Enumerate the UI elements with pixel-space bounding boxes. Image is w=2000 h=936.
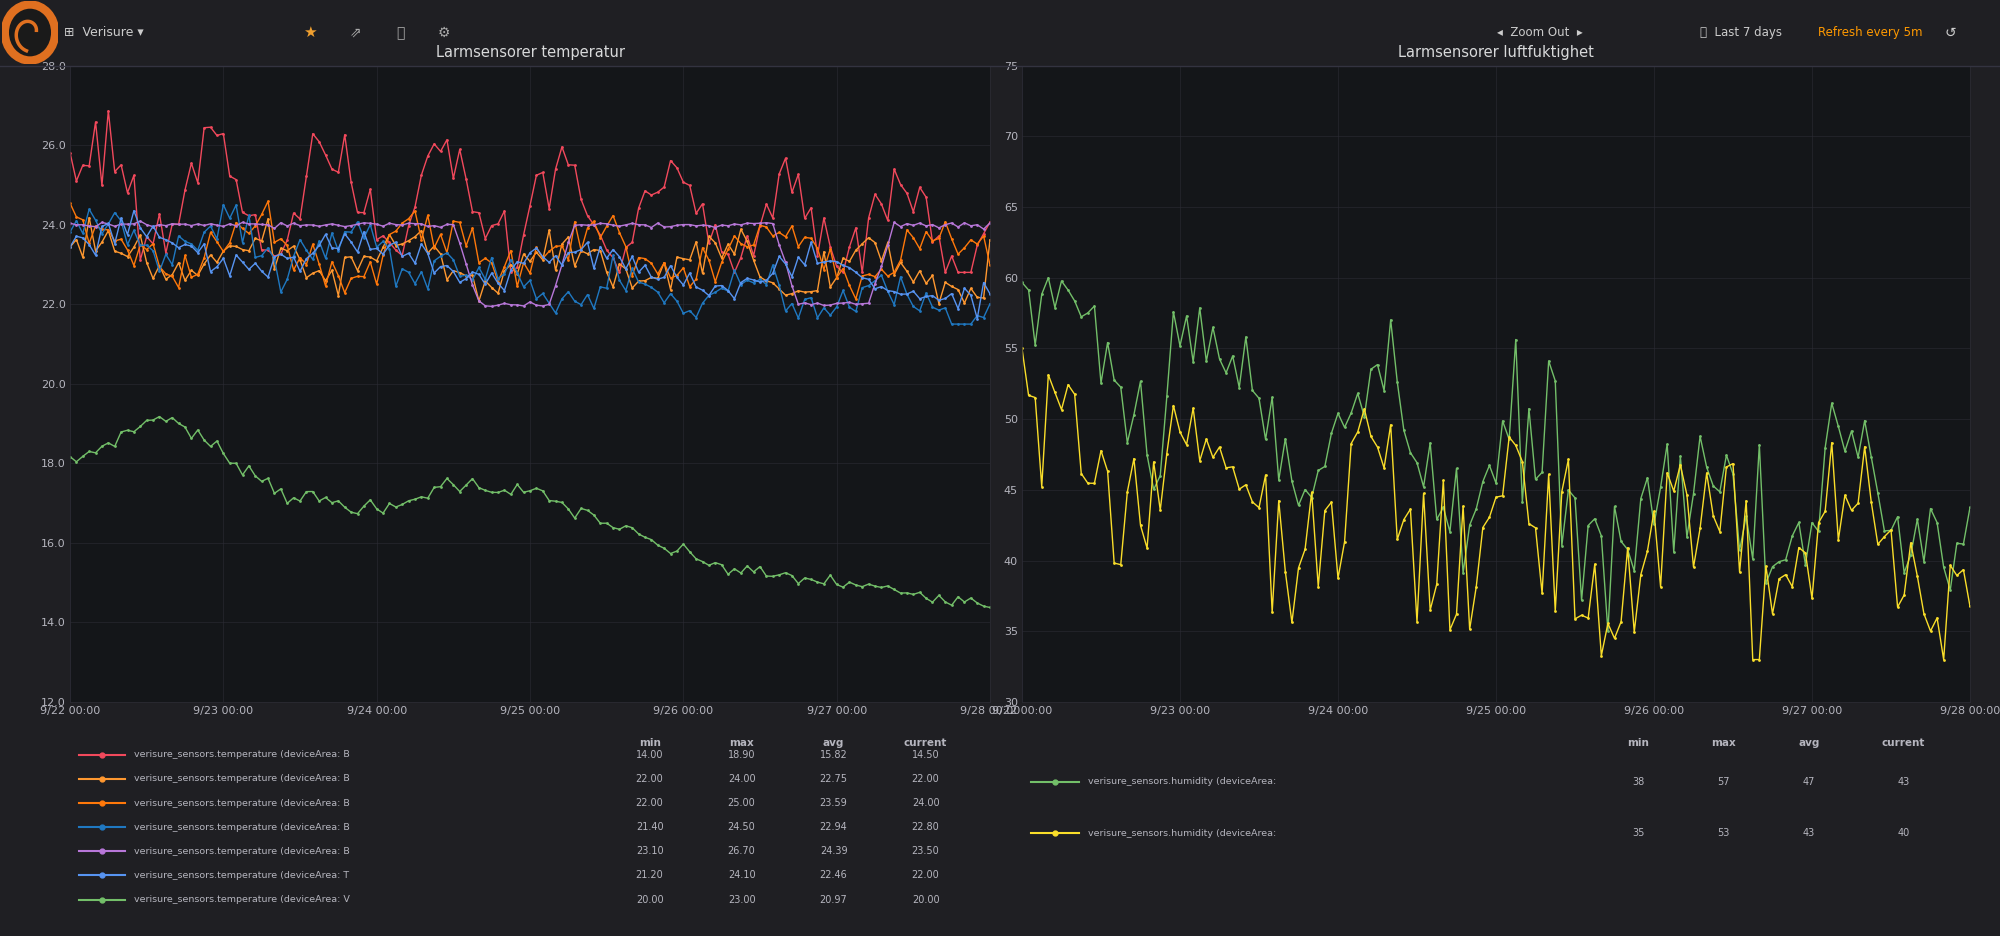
Text: Refresh every 5m: Refresh every 5m xyxy=(1818,26,1922,39)
Text: 53: 53 xyxy=(1718,828,1730,838)
Text: 43: 43 xyxy=(1898,777,1910,786)
Text: 24.00: 24.00 xyxy=(912,798,940,808)
Text: 26.70: 26.70 xyxy=(728,846,756,856)
Text: verisure_sensors.temperature (deviceArea: B: verisure_sensors.temperature (deviceArea… xyxy=(134,823,350,832)
Text: ↺: ↺ xyxy=(1944,26,1956,39)
Text: 22.46: 22.46 xyxy=(820,870,848,881)
Text: ◂  Zoom Out  ▸: ◂ Zoom Out ▸ xyxy=(1498,26,1582,39)
Text: 14.00: 14.00 xyxy=(636,750,664,760)
Text: verisure_sensors.temperature (deviceArea: B: verisure_sensors.temperature (deviceArea… xyxy=(134,847,350,856)
Text: 18.90: 18.90 xyxy=(728,750,756,760)
Text: 20.00: 20.00 xyxy=(912,895,940,904)
Text: verisure_sensors.temperature (deviceArea: B: verisure_sensors.temperature (deviceArea… xyxy=(134,751,350,759)
Text: 20.00: 20.00 xyxy=(636,895,664,904)
Text: 24.39: 24.39 xyxy=(820,846,848,856)
Text: 35: 35 xyxy=(1632,828,1644,838)
Text: ⏱  Last 7 days: ⏱ Last 7 days xyxy=(1700,26,1782,39)
Text: 47: 47 xyxy=(1802,777,1816,786)
Text: 22.75: 22.75 xyxy=(820,774,848,784)
Text: 57: 57 xyxy=(1718,777,1730,786)
Text: 14.50: 14.50 xyxy=(912,750,940,760)
Text: verisure_sensors.temperature (deviceArea: B: verisure_sensors.temperature (deviceArea… xyxy=(134,774,350,783)
Text: min: min xyxy=(1628,739,1650,748)
Text: 15.82: 15.82 xyxy=(820,750,848,760)
Text: 23.00: 23.00 xyxy=(728,895,756,904)
Text: 23.50: 23.50 xyxy=(912,846,940,856)
Text: 21.20: 21.20 xyxy=(636,870,664,881)
Text: 25.00: 25.00 xyxy=(728,798,756,808)
Text: avg: avg xyxy=(822,739,844,748)
Text: 22.00: 22.00 xyxy=(636,774,664,784)
Text: verisure_sensors.humidity (deviceArea:: verisure_sensors.humidity (deviceArea: xyxy=(1088,828,1276,838)
Text: max: max xyxy=(730,739,754,748)
Text: ⇗: ⇗ xyxy=(350,26,362,39)
Text: current: current xyxy=(904,739,948,748)
Text: ⚙: ⚙ xyxy=(438,26,450,39)
Title: Larmsensorer temperatur: Larmsensorer temperatur xyxy=(436,45,624,60)
Text: 20.97: 20.97 xyxy=(820,895,848,904)
Text: 🖫: 🖫 xyxy=(396,26,404,39)
Text: min: min xyxy=(638,739,660,748)
Text: avg: avg xyxy=(1798,739,1820,748)
Text: 22.00: 22.00 xyxy=(912,774,940,784)
Text: 24.10: 24.10 xyxy=(728,870,756,881)
Text: verisure_sensors.temperature (deviceArea: B: verisure_sensors.temperature (deviceArea… xyxy=(134,798,350,808)
Text: verisure_sensors.humidity (deviceArea:: verisure_sensors.humidity (deviceArea: xyxy=(1088,777,1276,786)
Text: 21.40: 21.40 xyxy=(636,822,664,832)
Text: ★: ★ xyxy=(304,25,316,40)
Text: verisure_sensors.temperature (deviceArea: T: verisure_sensors.temperature (deviceArea… xyxy=(134,870,350,880)
Text: max: max xyxy=(1712,739,1736,748)
Text: 23.59: 23.59 xyxy=(820,798,848,808)
Text: verisure_sensors.temperature (deviceArea: V: verisure_sensors.temperature (deviceArea… xyxy=(134,895,350,904)
Title: Larmsensorer luftfuktighet: Larmsensorer luftfuktighet xyxy=(1398,45,1594,60)
Text: 23.10: 23.10 xyxy=(636,846,664,856)
Text: ⊞  Verisure ▾: ⊞ Verisure ▾ xyxy=(64,26,144,39)
Circle shape xyxy=(4,5,56,61)
Text: 40: 40 xyxy=(1898,828,1910,838)
Text: 38: 38 xyxy=(1632,777,1644,786)
Text: current: current xyxy=(1882,739,1926,748)
Text: 22.00: 22.00 xyxy=(912,870,940,881)
Text: 22.00: 22.00 xyxy=(636,798,664,808)
Text: 24.00: 24.00 xyxy=(728,774,756,784)
Text: 24.50: 24.50 xyxy=(728,822,756,832)
Text: 22.80: 22.80 xyxy=(912,822,940,832)
Text: 22.94: 22.94 xyxy=(820,822,848,832)
Text: 43: 43 xyxy=(1802,828,1814,838)
